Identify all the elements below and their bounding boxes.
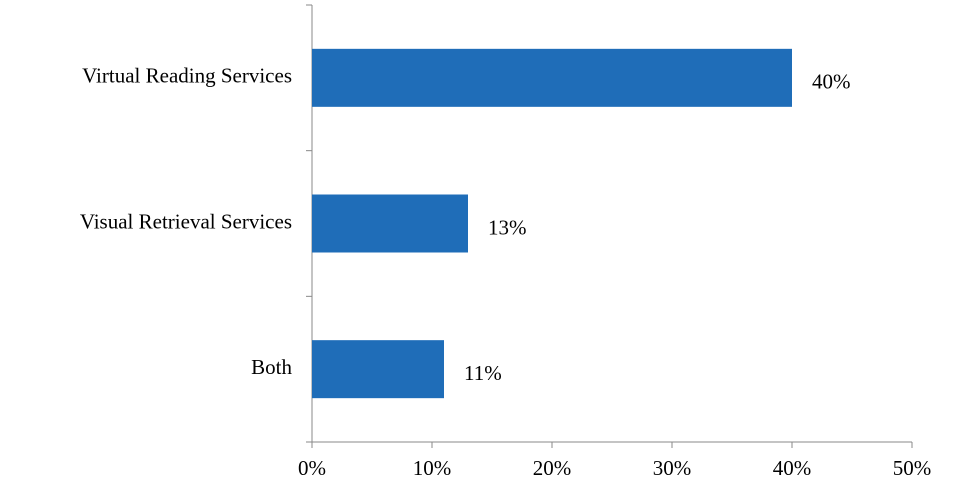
y-tick-label: Virtual Reading Services <box>82 64 292 88</box>
x-tick-label: 10% <box>413 456 452 480</box>
value-label: 11% <box>464 361 502 385</box>
y-tick-label: Both <box>251 355 292 379</box>
x-tick-label: 50% <box>893 456 932 480</box>
bar <box>312 194 468 253</box>
x-tick-label: 20% <box>533 456 572 480</box>
x-tick-label: 0% <box>298 456 326 480</box>
x-tick-label: 40% <box>773 456 812 480</box>
value-label: 40% <box>812 70 851 94</box>
bar <box>312 340 444 399</box>
value-label: 13% <box>488 215 527 239</box>
y-tick-label: Visual Retrieval Services <box>80 209 292 233</box>
x-tick-label: 30% <box>653 456 692 480</box>
bar <box>312 48 792 107</box>
